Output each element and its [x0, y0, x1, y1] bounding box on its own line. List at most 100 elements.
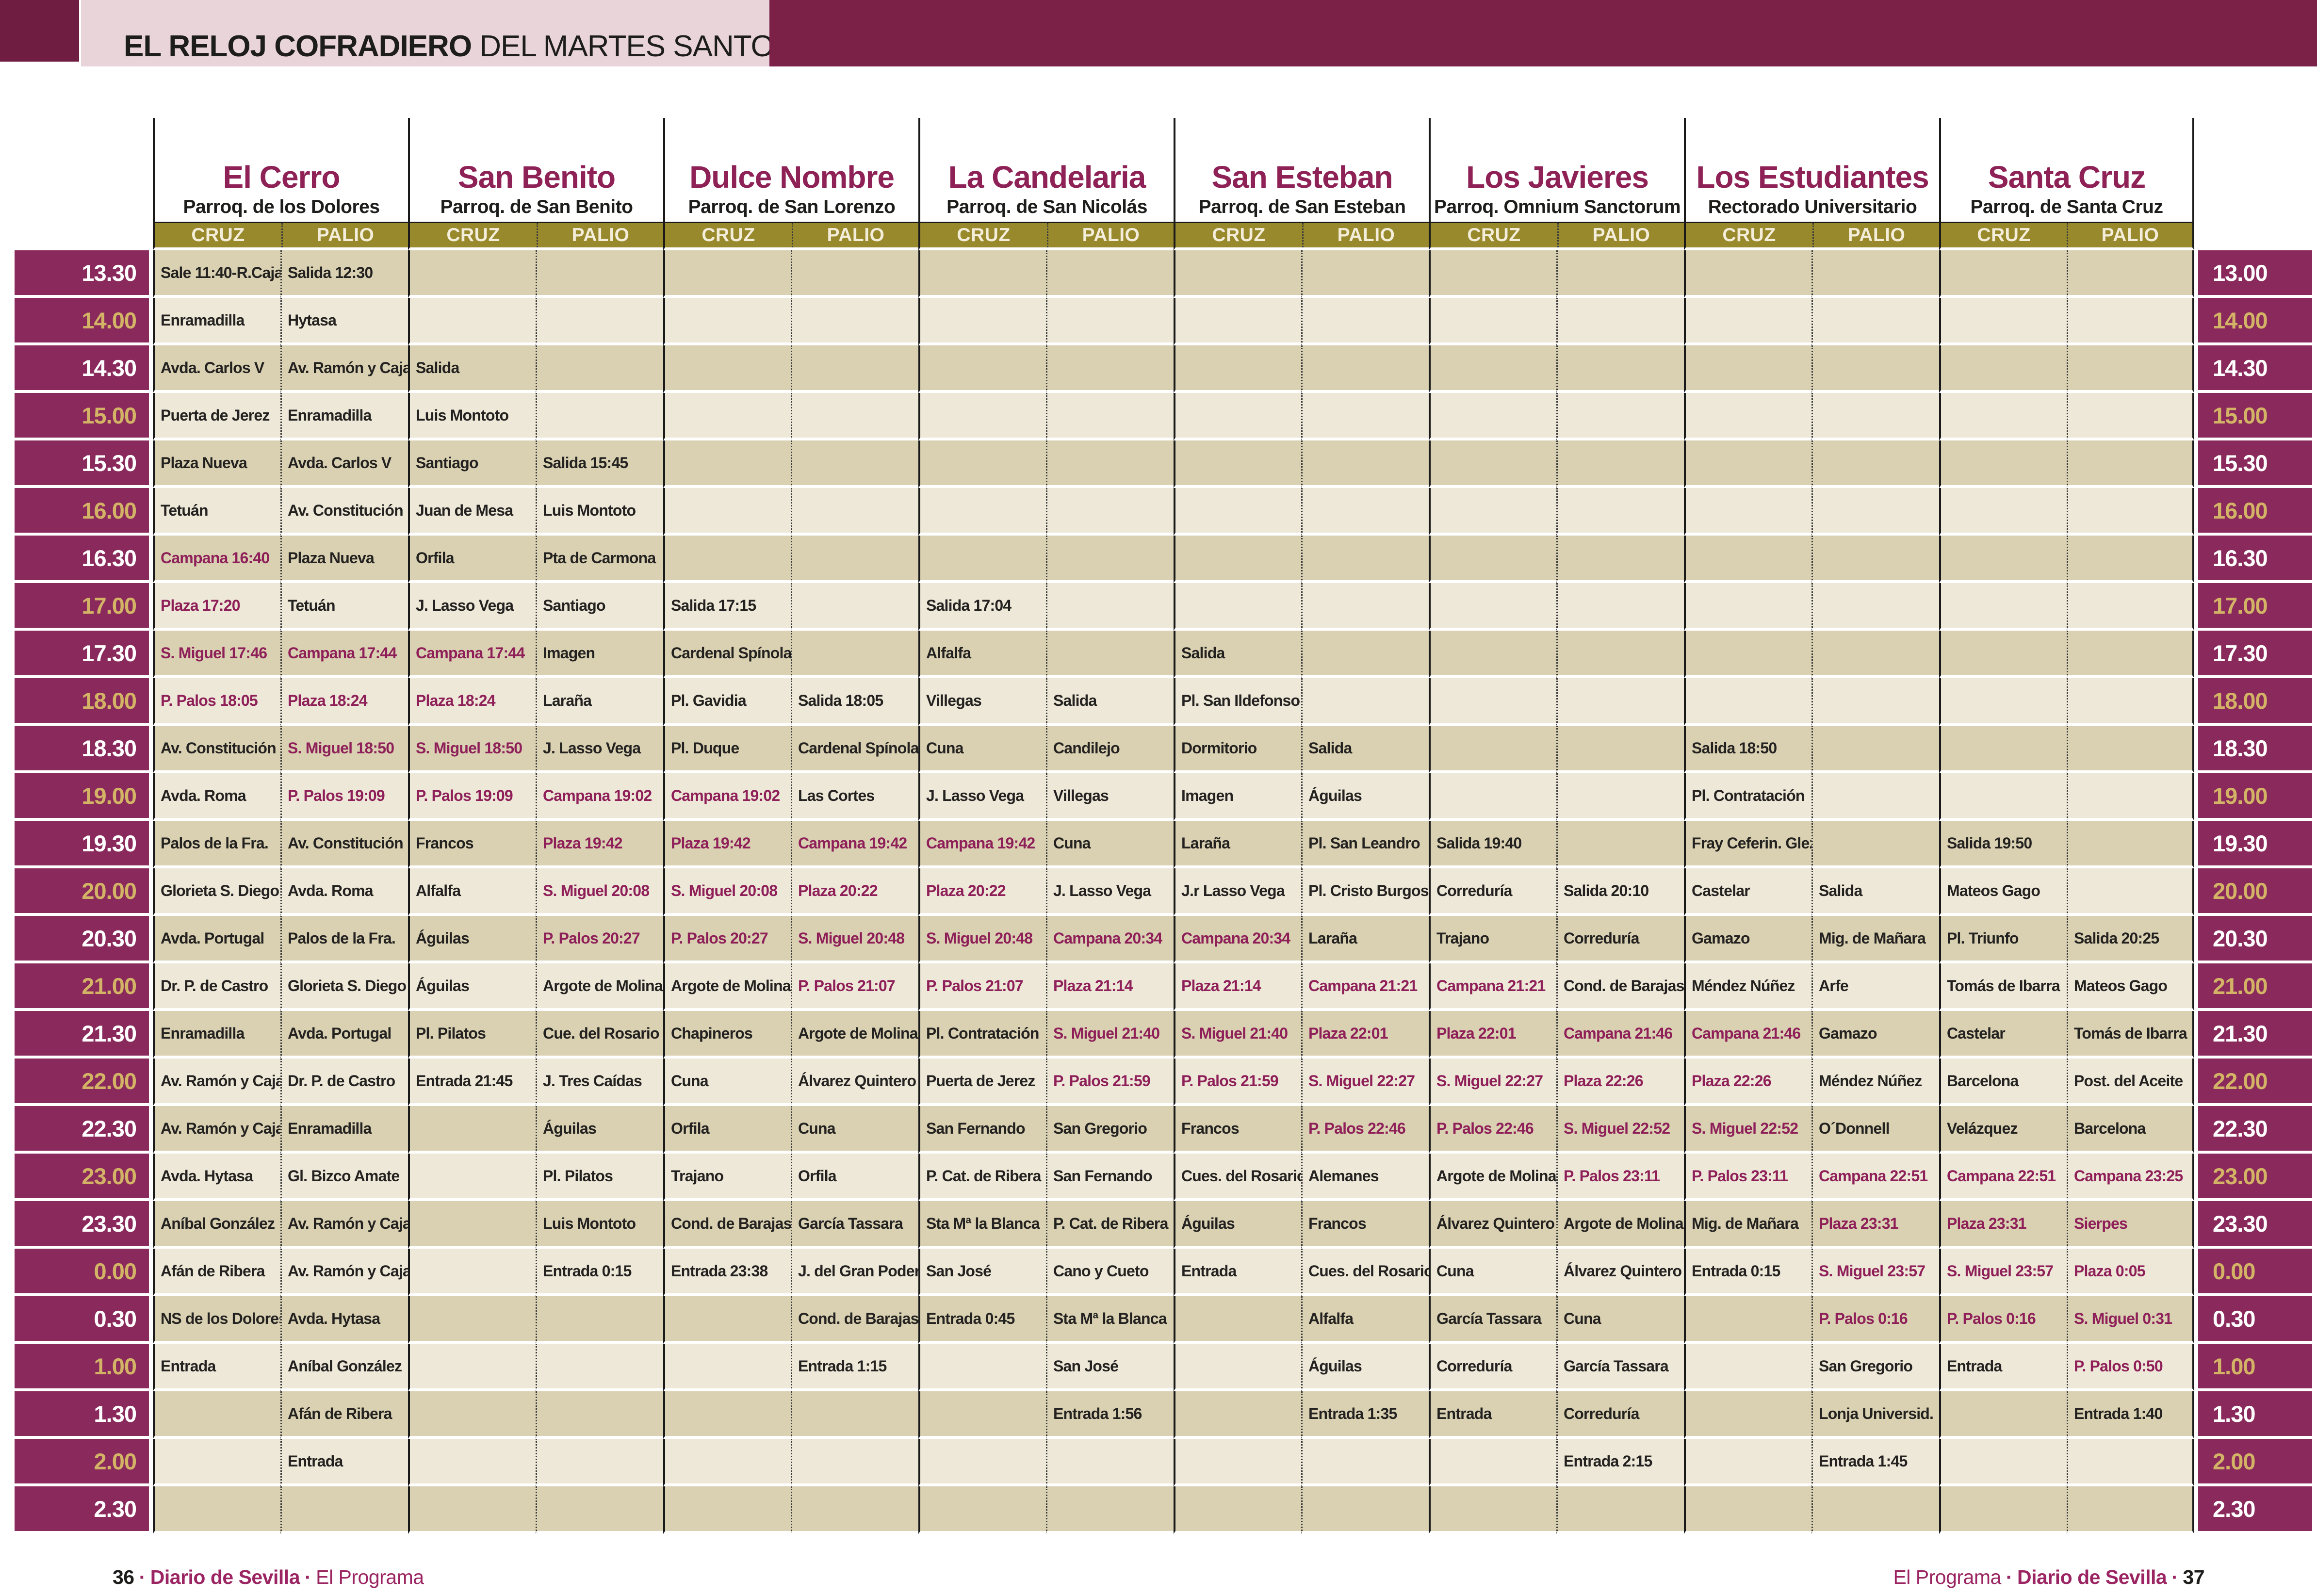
cell: Puerta de Jerez	[918, 1059, 1046, 1106]
cell: Plaza 18:24	[280, 678, 408, 726]
time-label-left: 23.30	[15, 1201, 153, 1249]
cell: Villegas	[918, 678, 1046, 726]
cell	[791, 631, 918, 678]
cell: Entrada 0:15	[1684, 1249, 1811, 1296]
cell: Santiago	[408, 440, 536, 488]
cell	[1174, 250, 1301, 298]
table-row: 16.30 Campana 16:40 Plaza Nueva Orfila Pta d…	[15, 536, 2312, 583]
time-label-left: 2.30	[15, 1486, 153, 1534]
cell	[1939, 345, 2067, 393]
cell: Av. Ramón y Cajal	[153, 1059, 280, 1106]
cell	[2067, 678, 2194, 726]
time-label-left: 23.00	[15, 1154, 153, 1201]
cell: Cue. del Rosario	[536, 1011, 663, 1059]
brotherhood-header: San Esteban Parroq. de San Esteban	[1174, 118, 1429, 222]
cell: Plaza 0:05	[2067, 1249, 2194, 1296]
palio-label: PALIO	[1302, 223, 1429, 247]
table-row: 21.00 Dr. P. de Castro Glorieta S. Diego Ág…	[15, 963, 2312, 1011]
cell	[1556, 1486, 1684, 1534]
table-row: 18.00 P. Palos 18:05 Plaza 18:24 Plaza 18:2…	[15, 678, 2312, 726]
cell: Campana 21:46	[1684, 1011, 1811, 1059]
cell: Mig. de Mañara	[1684, 1201, 1811, 1249]
cell: NS de los Dolores	[153, 1296, 280, 1344]
cell	[1556, 631, 1684, 678]
cell: Cues. del Rosario	[1174, 1154, 1301, 1201]
cell: J. Lasso Vega	[918, 773, 1046, 821]
cell: Campana 16:40	[153, 536, 280, 583]
cell	[1811, 345, 1939, 393]
table-row: 17.30 S. Miguel 17:46 Campana 17:44 Campana…	[15, 631, 2312, 678]
table-row: 21.30 Enramadilla Avda. Portugal Pl. Pilato…	[15, 1011, 2312, 1059]
cell	[1684, 631, 1811, 678]
cell: Salida 18:05	[791, 678, 918, 726]
cell	[2067, 1439, 2194, 1486]
cell: Palos de la Fra.	[280, 916, 408, 963]
cell	[1684, 1486, 1811, 1534]
cell: Salida 17:15	[663, 583, 791, 631]
cell	[1556, 250, 1684, 298]
cell: Álvarez Quintero	[1556, 1249, 1684, 1296]
cruz-palio-group: CRUZ PALIO	[918, 222, 1174, 250]
cell: S. Miguel 21:40	[1174, 1011, 1301, 1059]
cell: Entrada	[1429, 1391, 1556, 1439]
cell	[918, 1439, 1046, 1486]
cell: Cuna	[1556, 1296, 1684, 1344]
cell: P. Palos 23:11	[1684, 1154, 1811, 1201]
cell: Orfila	[663, 1106, 791, 1154]
footer-separator: ·	[139, 1566, 146, 1588]
cell: S. Miguel 20:48	[791, 916, 918, 963]
cell: Campana 21:21	[1301, 963, 1429, 1011]
table-row: 20.30 Avda. Portugal Palos de la Fra. Águil…	[15, 916, 2312, 963]
cell: Avda. Carlos V	[153, 345, 280, 393]
cell: J. Tres Caídas	[536, 1059, 663, 1106]
cell: Plaza 22:26	[1684, 1059, 1811, 1106]
cell	[1939, 1486, 2067, 1534]
cell	[2067, 583, 2194, 631]
cell	[1811, 583, 1939, 631]
cell	[1684, 1391, 1811, 1439]
cell: S. Miguel 22:52	[1556, 1106, 1684, 1154]
cell: Glorieta S. Diego	[153, 868, 280, 916]
cell: J. Lasso Vega	[1046, 868, 1174, 916]
cell: Entrada 21:45	[408, 1059, 536, 1106]
footer-program: El Programa	[316, 1566, 424, 1588]
time-label-right: 18.00	[2194, 678, 2312, 726]
page-number-left: 36	[113, 1566, 134, 1588]
cruz-label: CRUZ	[1977, 225, 2031, 245]
cell	[1811, 1486, 1939, 1534]
cell	[2067, 536, 2194, 583]
time-label-right: 17.00	[2194, 583, 2312, 631]
cell: Cond. de Barajas	[663, 1201, 791, 1249]
cell	[1811, 821, 1939, 868]
cell: S. Miguel 22:27	[1301, 1059, 1429, 1106]
cell	[1556, 773, 1684, 821]
cell	[1174, 536, 1301, 583]
cell: J. Lasso Vega	[536, 726, 663, 773]
cell: Plaza Nueva	[280, 536, 408, 583]
cell	[1046, 440, 1174, 488]
time-label-right: 18.30	[2194, 726, 2312, 773]
time-label-right: 1.00	[2194, 1344, 2312, 1391]
time-label-right: 20.30	[2194, 916, 2312, 963]
cell: Campana 22:51	[1939, 1154, 2067, 1201]
header-spacer-right	[2194, 118, 2312, 222]
time-label-left: 2.00	[15, 1439, 153, 1486]
table-row: 0.00 Afán de Ribera Av. Ramón y Cajal Entra…	[15, 1249, 2312, 1296]
cell: Francos	[1301, 1201, 1429, 1249]
cell: Campana 20:34	[1174, 916, 1301, 963]
cell: Pl. Contratación	[1684, 773, 1811, 821]
cell: San Fernando	[1046, 1154, 1174, 1201]
palio-label: PALIO	[2067, 223, 2192, 247]
cell: Orfila	[408, 536, 536, 583]
cell: Tetuán	[280, 583, 408, 631]
cell	[1939, 536, 2067, 583]
cell: San José	[918, 1249, 1046, 1296]
time-label-right: 23.00	[2194, 1154, 2312, 1201]
cell	[1174, 1296, 1301, 1344]
footer-left: 36 · Diario de Sevilla · El Programa	[113, 1566, 424, 1589]
cell: Francos	[408, 821, 536, 868]
cell	[1684, 488, 1811, 536]
cell: Plaza 22:26	[1556, 1059, 1684, 1106]
cell	[663, 345, 791, 393]
cell	[2067, 726, 2194, 773]
